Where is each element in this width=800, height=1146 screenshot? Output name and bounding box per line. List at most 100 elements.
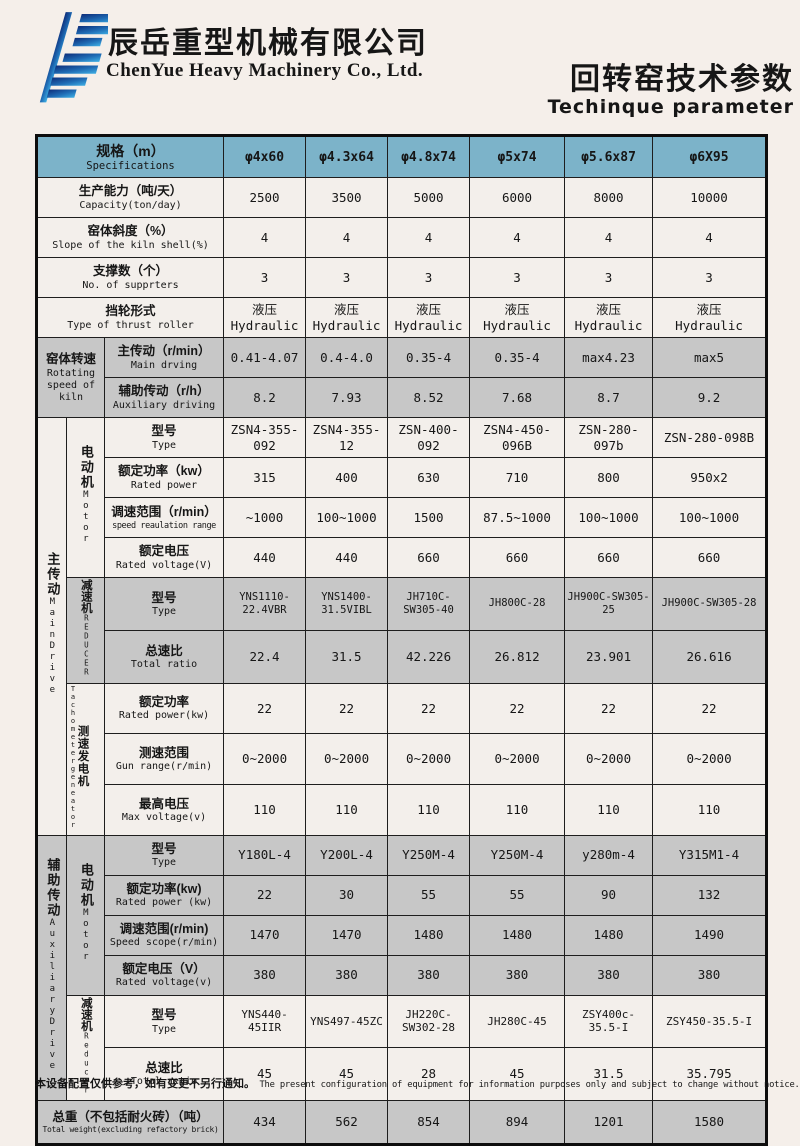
data-cell: 3 xyxy=(564,257,654,298)
row-label: 型号 Type xyxy=(103,577,225,631)
data-cell: 5000 xyxy=(387,177,471,218)
table-row: 测速范围 Gun range(r/min) 0~2000 0~2000 0~20… xyxy=(37,733,768,785)
data-cell: 562 xyxy=(305,1100,389,1145)
data-cell: 660 xyxy=(469,537,566,578)
data-cell: JH900C-SW305-25 xyxy=(564,577,654,631)
data-cell: Y180L-4 xyxy=(223,834,307,876)
data-cell: 1490 xyxy=(652,914,768,956)
data-cell: 8000 xyxy=(564,177,654,218)
data-cell: 854 xyxy=(387,1100,471,1145)
data-cell: ZSN-280-097b xyxy=(564,417,654,458)
data-cell: JH280C-45 xyxy=(469,994,566,1049)
data-cell: 3 xyxy=(469,257,566,298)
data-cell: 1480 xyxy=(469,914,566,956)
data-cell: 440 xyxy=(223,537,307,578)
data-cell: 440 xyxy=(305,537,389,578)
data-cell: max5 xyxy=(652,337,768,378)
data-cell: 0.35-4 xyxy=(387,337,471,378)
row-label: 总速比 Total retio xyxy=(103,1047,225,1101)
table-row: 总速比 Total retio 45 45 28 45 31.5 35.795 xyxy=(37,1047,768,1101)
data-cell: Y200L-4 xyxy=(305,834,389,876)
table-row: 辅助传动AuxiliaryDrive 电动机Motor 型号 Type Y180… xyxy=(36,834,768,1101)
data-cell: Y315M1-4 xyxy=(652,834,768,876)
company-name-en: ChenYue Heavy Machinery Co., Ltd. xyxy=(106,60,424,81)
data-cell: 0.41-4.07 xyxy=(223,337,307,378)
data-cell: 4 xyxy=(387,217,471,258)
data-cell: 315 xyxy=(223,457,307,498)
data-cell: 380 xyxy=(469,954,566,996)
row-label: 额定功率（kw） Rated power xyxy=(103,457,225,498)
data-cell: ZSY400c-35.5-I xyxy=(564,994,654,1049)
data-cell: 3 xyxy=(387,257,471,298)
row-label: 支撑数（个） No. of supprters xyxy=(35,257,225,298)
column-header: φ6X95 xyxy=(652,135,768,178)
spec-header-cell: 规格（m） Specifications xyxy=(35,135,225,178)
row-label: 生产能力（吨/天） Capacity(ton/day) xyxy=(35,177,225,218)
data-cell: 0.4-4.0 xyxy=(305,337,389,378)
column-header: φ4x60 xyxy=(223,135,307,178)
data-cell: 132 xyxy=(652,874,768,916)
data-cell: 26.812 xyxy=(469,629,566,684)
data-cell: 1480 xyxy=(564,914,654,956)
data-cell: 22 xyxy=(469,682,566,735)
data-cell: 950x2 xyxy=(652,457,768,498)
data-cell: 660 xyxy=(564,537,654,578)
table-row: 最高电压 Max voltage(v) 110 110 110 110 110 … xyxy=(37,783,768,836)
table-row: 调速范围(r/min) Speed scope(r/min) 1470 1470… xyxy=(37,914,768,956)
data-cell: 液压 Hydraulic xyxy=(564,297,654,338)
data-cell: JH900C-SW305-28 xyxy=(652,577,768,631)
row-label: 调速范围(r/min) Speed scope(r/min) xyxy=(103,914,225,956)
company-logo-icon xyxy=(16,8,125,112)
data-cell: 液压 Hydraulic xyxy=(223,297,307,338)
data-cell: ZSN4-355-092 xyxy=(223,417,307,458)
data-cell: 液压 Hydraulic xyxy=(652,297,768,338)
data-cell: 100~1000 xyxy=(564,497,654,538)
data-cell: 110 xyxy=(564,783,654,836)
row-label: 额定功率 Rated power(kw) xyxy=(103,682,225,735)
data-cell: 4 xyxy=(223,217,307,258)
column-header: φ5.6x87 xyxy=(564,135,654,178)
table-header-row: 规格（m） Specifications φ4x60 φ4.3x64 φ4.8x… xyxy=(35,135,768,178)
row-label: 额定电压 Rated voltage(V) xyxy=(103,537,225,578)
spec-header-en: Specifications xyxy=(86,159,175,172)
table-row: 额定电压 Rated voltage(V) 440 440 660 660 66… xyxy=(37,537,768,578)
table-row: 窑体转速 Rotating speed of kiln 主传动（r/min） M… xyxy=(36,337,768,418)
data-cell: 45 xyxy=(469,1047,566,1101)
data-cell: 液压 Hydraulic xyxy=(387,297,471,338)
data-cell: 630 xyxy=(387,457,471,498)
group-aux-drive: 辅助传动AuxiliaryDrive xyxy=(36,834,67,1101)
data-cell: 0~2000 xyxy=(469,733,566,785)
data-cell: 710 xyxy=(469,457,566,498)
group-main-motor: 电动机Motor xyxy=(66,417,105,578)
group-main-drive: 主传动MainDrive xyxy=(36,417,67,836)
data-cell: 660 xyxy=(387,537,471,578)
data-cell: 7.68 xyxy=(469,377,566,418)
data-cell: 0~2000 xyxy=(652,733,768,785)
data-cell: 1470 xyxy=(223,914,307,956)
data-cell: 110 xyxy=(223,783,307,836)
table-row: 总速比 Total ratio 22.4 31.5 42.226 26.812 … xyxy=(37,629,768,684)
table-row: 窑体斜度（%） Slope of the kiln shell(%) 4 4 4… xyxy=(35,217,768,258)
group-rotating-speed: 窑体转速 Rotating speed of kiln xyxy=(36,337,105,418)
table-row: 减速机REDUCER 型号 Type YNS1110-22.4VBR YNS14… xyxy=(37,577,768,684)
row-label: 额定电压（V） Rated voltage(v) xyxy=(103,954,225,996)
data-cell: 1480 xyxy=(387,914,471,956)
table-row: 总重（不包括耐火砖）（吨） Total weight(excluding ref… xyxy=(35,1100,768,1145)
data-cell: JH220C-SW302-28 xyxy=(387,994,471,1049)
data-cell: 4 xyxy=(469,217,566,258)
data-cell: 434 xyxy=(223,1100,307,1145)
group-main-reducer: 减速机REDUCER xyxy=(66,577,105,684)
data-cell: YNS497-45ZC xyxy=(305,994,389,1049)
data-cell: Y250M-4 xyxy=(469,834,566,876)
data-cell: 110 xyxy=(305,783,389,836)
data-cell: 7.93 xyxy=(305,377,389,418)
page-title-en: Techinque parameter xyxy=(547,95,794,118)
data-cell: 800 xyxy=(564,457,654,498)
row-label: 型号 Type xyxy=(103,417,225,458)
data-cell: 0~2000 xyxy=(564,733,654,785)
data-cell: 3 xyxy=(652,257,768,298)
row-label: 主传动（r/min） Main drving xyxy=(103,337,225,378)
data-cell: 3500 xyxy=(305,177,389,218)
data-cell: ~1000 xyxy=(223,497,307,538)
data-cell: ZSN-280-098B xyxy=(652,417,768,458)
